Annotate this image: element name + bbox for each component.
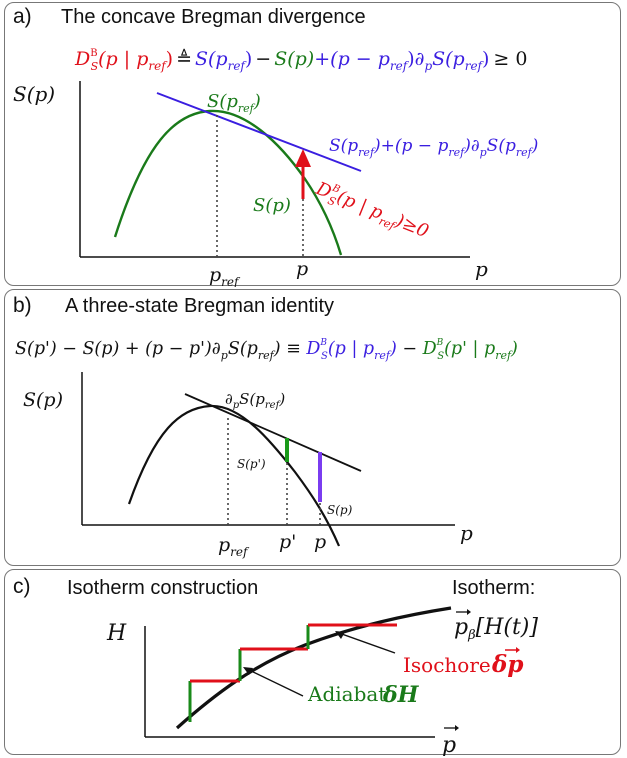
panel-a-arrow-head <box>295 149 311 167</box>
panel-a-x-label: p <box>475 257 488 281</box>
panel-c-isochore-pointer <box>338 632 396 654</box>
panel-a-equation: DB S(p | pref) ≜ S(pref) − S(p)+(p − pref)∂pS… <box>74 48 527 73</box>
panel-c-isochore-vec-head <box>516 647 520 653</box>
panel-a-tick-pref: pref <box>209 264 241 287</box>
panel-b-label-slope: ∂pS(pref) <box>225 390 285 411</box>
panel-c-title: Isotherm construction <box>67 577 259 599</box>
panel-c-adiabat-pointer <box>246 668 304 697</box>
panel-b-entropy-curve <box>127 404 341 547</box>
panel-c-isotherm-formula: pβ[H(t)] <box>454 615 538 643</box>
panel-c-x-vec-head <box>455 725 459 731</box>
panel-a-tick-p: p <box>296 258 308 280</box>
panel-b-y-label: S(p) <box>23 389 63 411</box>
panel-c: c) Isotherm construction Isotherm: pβ[H(… <box>4 569 621 756</box>
panel-c-y-label: H <box>106 621 127 646</box>
panel-b-tick-pprime: p' <box>279 531 296 553</box>
panel-c-isochore-symbol: δp <box>491 651 523 678</box>
panel-c-isochore-label: Isochore <box>403 653 491 677</box>
panel-a-tangent-line <box>156 92 362 172</box>
panel-b-label-s-pprime: S(p') <box>237 457 266 471</box>
panel-a-figure: DB S(p | pref) ≜ S(pref) − S(p)+(p − pref)∂pS… <box>13 48 538 287</box>
panel-c-adiabat-symbol: δH <box>382 682 420 708</box>
panel-b-label: b) <box>13 294 32 317</box>
panel-b-equation: S(p') − S(p) + (p − p')∂pS(pref) ≡ DB S(p… <box>15 338 518 362</box>
panel-c-adiabat-label: Adiabat <box>307 682 386 706</box>
panel-b-tick-p: p <box>314 531 326 553</box>
panel-b-x-label: p <box>460 521 473 545</box>
panel-a-label-s-pref: S(pref) <box>207 91 261 115</box>
panel-a-divergence-label: DBS(p | pref)≥0 <box>311 177 432 245</box>
panel-b-tangent-line <box>184 393 362 472</box>
panel-c-x-label: p <box>442 733 456 756</box>
panel-c-isotherm-curve <box>175 606 452 730</box>
panel-b-title: A three-state Bregman identity <box>65 295 335 317</box>
panel-c-adiabat-pointer-head <box>243 667 253 675</box>
panel-c-isochore-pointer-head <box>335 631 345 639</box>
panel-c-isotherm-label: Isotherm: <box>452 577 536 599</box>
panel-a-label-tangent: S(pref)+(p − pref)∂pS(pref) <box>329 136 538 159</box>
panel-c-label: c) <box>13 575 31 598</box>
panel-a-title: The concave Bregman divergence <box>61 6 366 28</box>
panel-b: b) A three-state Bregman identity S(p') … <box>4 289 621 566</box>
panel-a-y-label: S(p) <box>13 82 55 106</box>
panel-b-tick-pref: pref <box>218 534 250 559</box>
panel-a-label: a) <box>13 5 32 28</box>
panel-b-label-s-p: S(p) <box>327 503 353 517</box>
panel-a: a) The concave Bregman divergence DB S(p … <box>4 2 621 287</box>
panel-c-figure: pβ[H(t)] H p Isochore δp Adiabat δH <box>106 606 538 756</box>
panel-a-entropy-curve <box>113 109 343 256</box>
panel-c-isotherm-vec-head <box>467 609 471 615</box>
panel-b-figure: S(p') − S(p) + (p − p')∂pS(pref) ≡ DB S(p… <box>15 338 518 559</box>
panel-a-label-s-p: S(p) <box>253 195 291 216</box>
